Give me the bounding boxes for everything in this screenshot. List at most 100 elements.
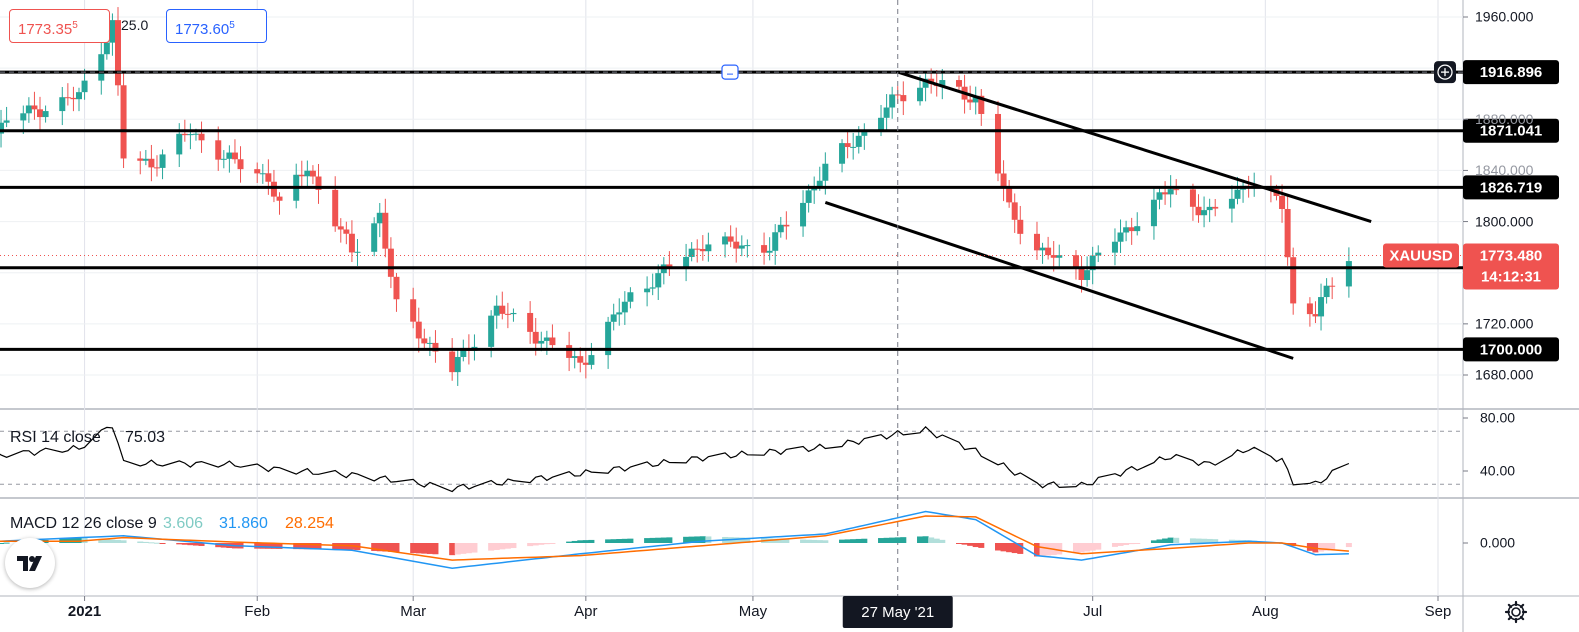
macd-hist-bar [532,543,539,546]
rsi-value: 75.03 [125,429,165,446]
macd-hist-bar [1000,543,1007,552]
candle-body [1162,192,1169,195]
crosshair-plus-icon [1437,64,1453,80]
candle [237,146,244,183]
macd-hist-bar [426,543,433,554]
candle [978,89,985,126]
time-tick-label-3: Apr [574,603,597,620]
candle-body [1306,303,1313,315]
candle [956,75,963,93]
candle-body [1189,189,1196,207]
candle-body [237,159,244,170]
candle [1072,250,1079,280]
candle [839,139,846,173]
channel-line-upper [897,70,1372,224]
macd-hist-bar [900,537,907,543]
bid-price-box[interactable]: 1773.355 [9,9,110,43]
macd-hist-bar [883,537,890,543]
candle-body [956,80,963,87]
macd-hist-bar [1078,543,1085,553]
candle [276,192,283,215]
price-tick-label-5: 1680.000 [1475,367,1534,383]
candle [1128,217,1135,245]
macd-hist-bar [449,543,456,556]
candle-body [744,245,751,247]
macd-hist-bar [878,538,885,543]
candle-body [426,342,433,344]
candle [449,338,456,381]
macd-hist-bar [816,540,823,543]
candle [1150,188,1157,240]
candle-body [192,133,199,135]
macd-hist-bar [1011,543,1018,554]
candle [254,162,261,183]
macd-hist-bar [192,543,199,546]
candle-body [1039,247,1046,251]
time-tick-label-7: Sep [1425,603,1452,620]
macd-line [0,510,1349,569]
candle-body [1201,210,1208,216]
candle [114,7,121,96]
candle [1033,221,1040,260]
candle-body [98,54,105,81]
candle-body [571,356,578,358]
macd-hist-bar [493,543,500,550]
candle-body [1167,189,1174,195]
candle-body [337,226,344,230]
macd-hist-bar [956,543,963,544]
candle [1123,220,1130,242]
candle [0,109,5,148]
macd-hist-bar [705,536,712,543]
candle-body [198,133,205,141]
settings-gear-icon[interactable] [1503,599,1529,625]
ask-superscript: 5 [229,20,235,31]
candle [733,227,740,263]
candle [343,221,350,245]
rsi-tick-label-1: 40.00 [1480,463,1515,479]
level-price-label-bg-1 [1463,118,1559,143]
candle [98,40,105,95]
macd-hist-bar [683,536,690,543]
candle-body [766,250,773,253]
macd-hist-bar [1195,538,1202,543]
candle [426,336,433,356]
candle [655,264,662,301]
crosshair-date-label-bg [842,596,953,628]
candle [499,291,506,320]
candle-body [605,321,612,356]
candle [1117,219,1124,253]
candle [1212,198,1219,217]
candle-body [577,356,584,363]
candle-body [1312,314,1319,317]
candle [70,86,77,112]
macd-hist-bar [972,543,979,548]
tradingview-logo[interactable] [5,538,55,588]
ask-price-box[interactable]: 1773.605 [166,9,267,43]
macd-hist-bar [304,543,311,550]
macd-hist-bar [1056,543,1063,555]
candle [766,237,773,261]
candle [939,69,946,100]
candle [471,334,478,361]
candle-body [649,287,656,289]
candle-body [1000,173,1007,188]
channel-line-lower [824,200,1294,360]
macd-hist-bar [666,537,673,543]
candle [387,237,394,289]
candle [1162,181,1169,205]
macd-hist-bar [894,537,901,543]
bid-superscript: 5 [72,20,78,31]
candle-body [1173,189,1180,191]
candle [20,105,27,134]
candle-body [42,111,49,118]
macd-hist-bar [215,543,222,548]
candle [1206,198,1213,223]
candle-body [31,105,38,110]
candle [1195,194,1202,223]
candle-body [839,143,846,164]
candle [493,295,500,329]
macd-hist-bar [432,543,439,555]
candle [348,220,355,263]
candle [1056,244,1063,267]
